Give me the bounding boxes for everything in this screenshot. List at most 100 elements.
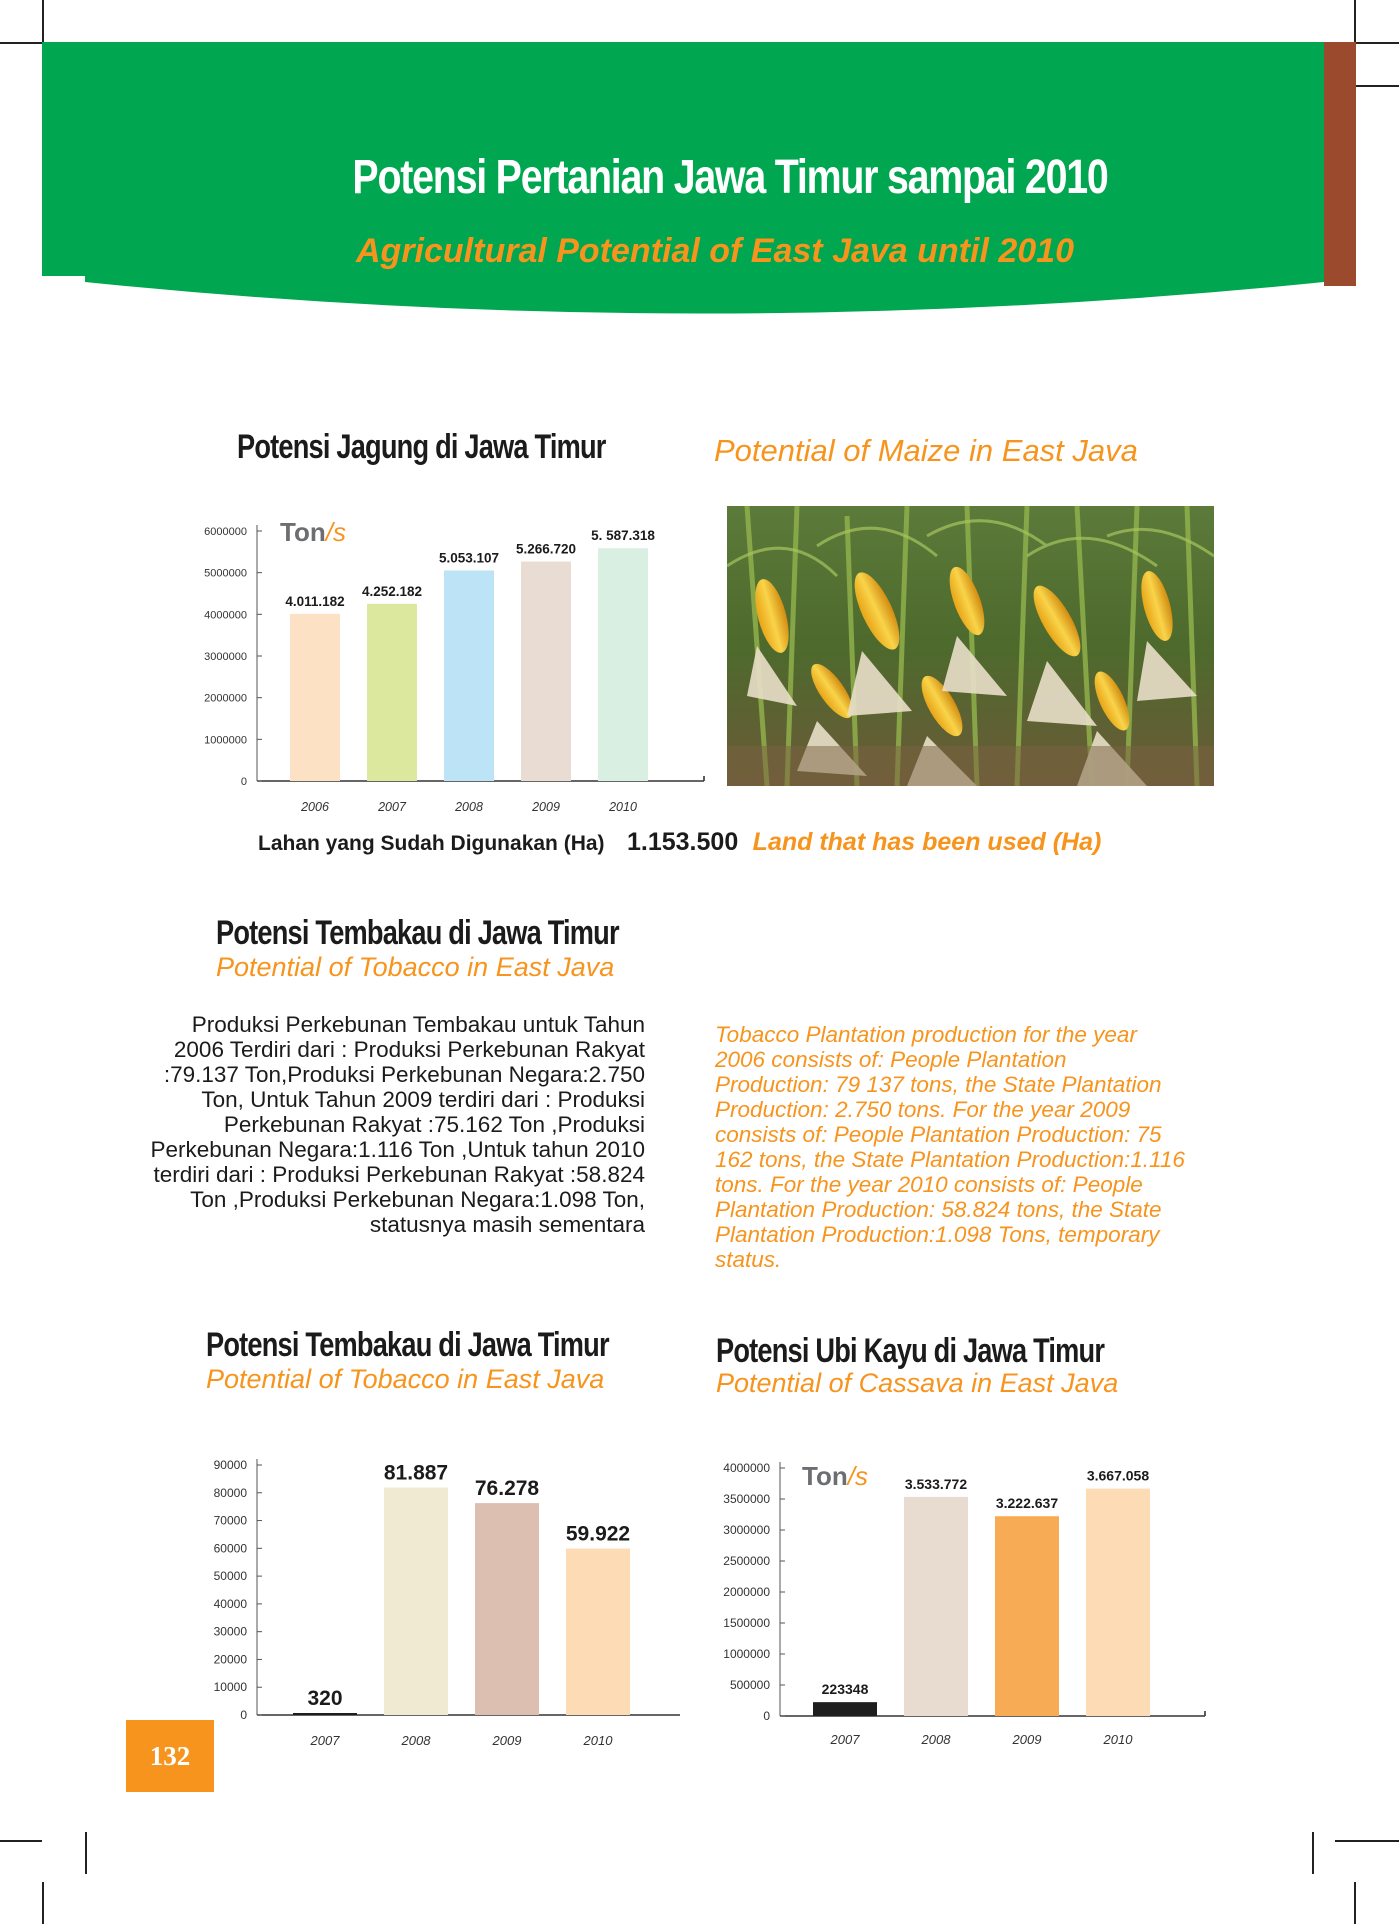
maize-title: Potensi Jagung di Jawa Timur (237, 428, 606, 466)
data-label-2010: 5. 587.318 (591, 528, 655, 543)
x-tick-label: 2007 (310, 1733, 341, 1748)
x-tick-label: 2009 (531, 800, 560, 814)
x-tick-label: 2008 (921, 1732, 952, 1747)
y-tick-label: 50000 (214, 1569, 248, 1583)
y-tick-label: 1500000 (723, 1616, 770, 1630)
bar-2010 (566, 1548, 630, 1715)
crop-mark (1312, 1832, 1314, 1874)
y-tick-label: 0 (763, 1709, 770, 1723)
crop-mark (1354, 0, 1356, 42)
crop-mark (42, 0, 44, 42)
data-label-2007: 223348 (822, 1681, 869, 1697)
tobacco-chart-title: Potensi Tembakau di Jawa Timur (206, 1326, 610, 1364)
y-tick-label: 60000 (214, 1541, 248, 1555)
bar-2007 (293, 1713, 357, 1715)
x-tick-label: 2009 (492, 1733, 522, 1748)
bar-2009 (521, 561, 571, 781)
crop-mark (1356, 1840, 1399, 1842)
land-label-id: Lahan yang Sudah Digunakan (Ha) (258, 832, 605, 855)
crop-mark (85, 1832, 87, 1874)
header-side-strip (1324, 42, 1356, 286)
y-tick-label: 3000000 (723, 1523, 770, 1537)
cassava-title-en: Potential of Cassava in East Java (716, 1368, 1119, 1398)
y-tick-label: 1000000 (204, 734, 247, 746)
y-tick-label: 10000 (214, 1680, 248, 1694)
crop-mark (42, 1882, 44, 1924)
page-title: Potensi Pertanian Jawa Timur sampai 2010 (352, 151, 1108, 204)
land-value: 1.153.500 (627, 828, 739, 856)
data-label-2008: 5.053.107 (439, 550, 499, 565)
header-banner (42, 42, 1324, 314)
data-label-2006: 4.011.182 (285, 594, 344, 609)
bar-2010 (1086, 1488, 1150, 1716)
data-label-2007: 4.252.182 (362, 584, 422, 599)
y-tick-label: 500000 (730, 1678, 770, 1692)
tobacco-chart-title-en: Potential of Tobacco in East Java (206, 1364, 605, 1394)
bar-2008 (384, 1487, 448, 1715)
bar-2007 (367, 603, 417, 781)
crop-mark (1335, 1840, 1365, 1842)
crop-mark (1354, 1882, 1356, 1924)
crop-mark (1335, 85, 1399, 87)
y-tick-label: 70000 (214, 1514, 248, 1528)
unit-label: Ton/s (802, 1461, 868, 1491)
tobacco-description-en: Tobacco Plantation production for the ye… (715, 1022, 1185, 1272)
tobacco-text-title-en: Potential of Tobacco in East Java (216, 952, 615, 982)
y-tick-label: 2000000 (204, 693, 247, 705)
land-label-en: Land that has been used (Ha) (752, 828, 1102, 856)
x-tick-label: 2008 (401, 1733, 432, 1748)
x-tick-label: 2009 (1012, 1732, 1042, 1747)
y-tick-label: 6000000 (204, 526, 247, 538)
cassava-chart: 0 500000 1000000 1500000 2000000 2500000 30000… (723, 1461, 1206, 1747)
y-tick-label: 20000 (214, 1652, 248, 1666)
data-label-2010: 59.922 (566, 1523, 630, 1546)
x-tick-label: 2010 (608, 800, 637, 814)
data-label-2009: 76.278 (475, 1477, 540, 1500)
maize-field-photo (727, 506, 1214, 786)
maize-chart: 0 1000000 2000000 3000000 4000000 5000000 6000… (204, 517, 705, 814)
y-tick-label: 90000 (214, 1458, 248, 1472)
y-tick-label: 40000 (214, 1597, 248, 1611)
data-label-2008: 3.533.772 (905, 1476, 967, 1492)
y-tick-label: 3000000 (204, 651, 247, 663)
y-tick-label: 2500000 (723, 1554, 770, 1568)
x-tick-label: 2006 (300, 800, 329, 814)
bar-2006 (290, 613, 340, 781)
unit-label: Ton/s (280, 517, 346, 547)
x-tick-label: 2007 (830, 1732, 861, 1747)
x-tick-label: 2010 (1103, 1732, 1134, 1747)
y-tick-label: 5000000 (204, 568, 247, 580)
maize-title-en: Potential of Maize in East Java (714, 433, 1138, 468)
y-tick-label: 80000 (214, 1486, 248, 1500)
data-label-2009: 5.266.720 (516, 542, 576, 557)
bar-2007 (813, 1702, 877, 1716)
data-label-2009: 3.222.637 (996, 1495, 1058, 1511)
page-number: 132 (126, 1720, 214, 1792)
tobacco-text-title: Potensi Tembakau di Jawa Timur (216, 914, 620, 952)
y-tick-label: 4000000 (723, 1461, 770, 1475)
y-tick-label: 4000000 (204, 609, 247, 621)
bar-2010 (598, 548, 648, 781)
bar-2008 (904, 1496, 968, 1716)
land-used-row: Lahan yang Sudah Digunakan (Ha) 1.153.50… (258, 828, 1101, 857)
tobacco-chart: 0 10000 20000 30000 40000 50000 60000 70000 8000… (214, 1458, 680, 1748)
x-tick-label: 2007 (377, 800, 407, 814)
crop-mark (1356, 42, 1399, 44)
cassava-title: Potensi Ubi Kayu di Jawa Timur (716, 1332, 1105, 1370)
y-tick-label: 2000000 (723, 1585, 770, 1599)
y-tick-label: 3500000 (723, 1492, 770, 1506)
x-tick-label: 2010 (583, 1733, 614, 1748)
data-label-2008: 81.887 (384, 1462, 448, 1485)
page-subtitle: Agricultural Potential of East Java unti… (356, 232, 1074, 270)
y-tick-label: 30000 (214, 1625, 248, 1639)
tobacco-description-id: Produksi Perkebunan Tembakau untuk Tahun… (150, 1012, 645, 1237)
bar-2008 (444, 570, 494, 781)
data-label-2010: 3.667.058 (1087, 1468, 1149, 1484)
crop-mark (0, 1840, 42, 1842)
crop-mark (0, 42, 42, 44)
bar-2009 (995, 1516, 1059, 1716)
y-tick-label: 1000000 (723, 1647, 770, 1661)
data-label-2007: 320 (307, 1687, 342, 1710)
x-tick-label: 2008 (454, 800, 483, 814)
bar-2009 (475, 1503, 539, 1715)
